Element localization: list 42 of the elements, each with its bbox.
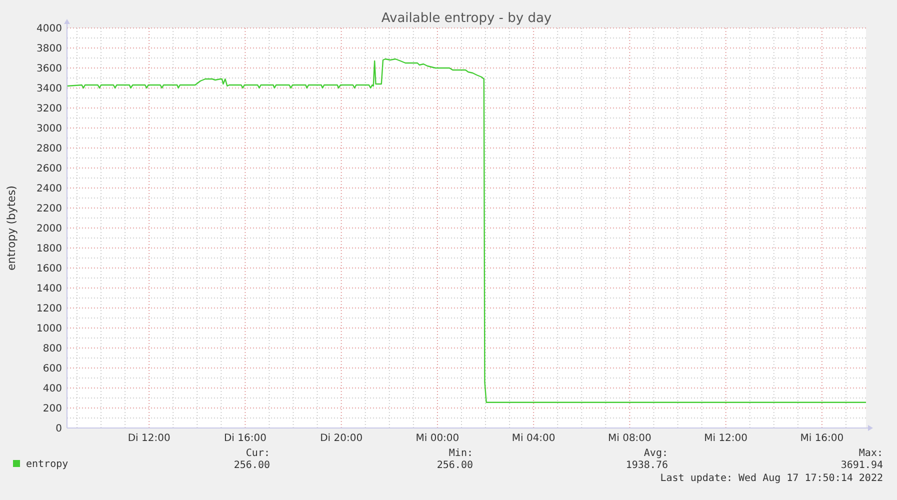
text: Last update: Wed Aug 17 17:50:14 2022 [660, 473, 883, 484]
x-tick-label: Di 20:00 [320, 433, 363, 444]
y-tick-label: 1000 [36, 324, 62, 334]
x-tick-label: Mi 12:00 [704, 433, 748, 444]
legend-label: entropy [26, 459, 68, 470]
text: 1938.76 [626, 460, 668, 471]
text: Cur: [246, 448, 270, 459]
y-tick-label: 1600 [36, 264, 62, 274]
x-tick-label: Mi 16:00 [800, 433, 844, 444]
text: 256.00 [234, 460, 270, 471]
text: 256.00 [436, 460, 473, 471]
y-axis-title: entropy (bytes) [5, 186, 18, 270]
y-tick-label: 2600 [36, 164, 62, 174]
y-tick-label: 3600 [36, 64, 62, 74]
x-tick-label: Di 16:00 [224, 433, 266, 444]
y-tick-label: 4000 [36, 24, 62, 34]
y-tick-label: 2200 [36, 204, 62, 214]
y-tick-label: 600 [42, 364, 62, 374]
text: Min: [448, 448, 473, 459]
y-tick-label: 1400 [36, 284, 62, 294]
y-tick-label: 3000 [36, 124, 62, 134]
y-tick-label: 2000 [36, 224, 62, 234]
line-series [66, 58, 867, 403]
y-tick-label: 400 [42, 384, 62, 394]
y-tick-label: 1200 [36, 304, 62, 314]
x-tick-label: Mi 04:00 [512, 433, 556, 444]
text: 3691.94 [840, 460, 883, 471]
x-tick-label: Mi 00:00 [416, 433, 460, 444]
text: Avg: [644, 448, 668, 459]
chart-title: Available entropy - by day [381, 11, 552, 26]
y-tick-label: 3200 [36, 104, 62, 114]
x-tick-label: Di 12:00 [128, 433, 170, 444]
text: Max: [858, 448, 883, 459]
y-tick-label: 2400 [36, 184, 62, 194]
y-tick-label: 3800 [36, 44, 62, 54]
y-tick-label: 800 [42, 344, 62, 354]
y-tick-label: 3400 [36, 84, 62, 94]
x-tick-label: Mi 08:00 [608, 433, 652, 444]
y-tick-label: 2800 [36, 144, 62, 154]
y-tick-label: 0 [56, 424, 62, 434]
y-tick-label: 200 [42, 404, 62, 414]
y-tick-label: 1800 [36, 244, 62, 254]
